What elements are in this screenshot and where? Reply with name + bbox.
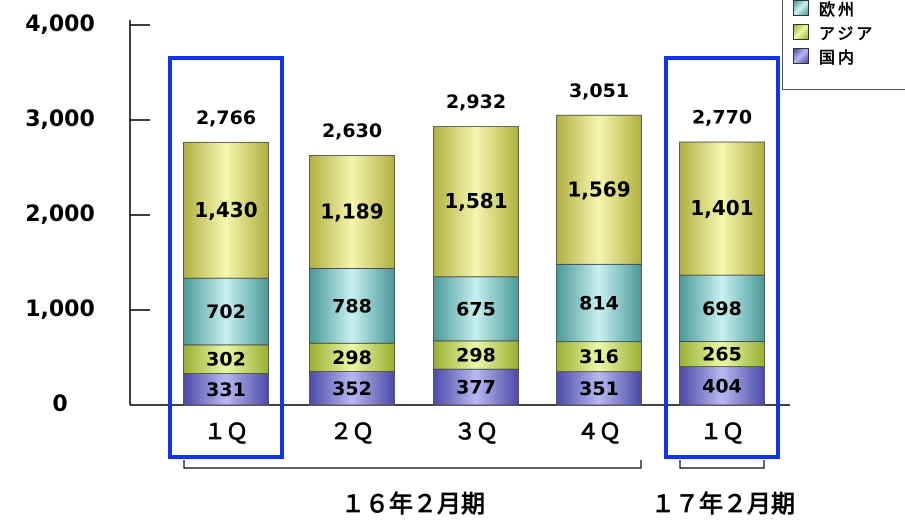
legend-swatch-domestic — [793, 48, 809, 64]
legend-label-asia: アジア — [819, 24, 876, 43]
bar-segment — [556, 371, 642, 406]
bar-segment — [679, 141, 765, 276]
data-label: 788 — [332, 295, 372, 317]
y-tick-label: 3,000 — [25, 107, 95, 132]
bar-segment — [556, 341, 642, 373]
data-label: 265 — [702, 344, 742, 366]
bar-segment — [679, 341, 765, 368]
legend-item-domestic: 国内 — [793, 45, 857, 67]
data-label: 814 — [579, 292, 619, 314]
data-label: 1,189 — [320, 199, 383, 223]
period-label: １６年２月期 — [341, 490, 485, 518]
total-label: 2,766 — [196, 107, 256, 129]
bar-segment — [183, 277, 269, 346]
data-label: 302 — [206, 349, 246, 371]
data-label: 298 — [456, 345, 496, 367]
highlight-box — [168, 56, 284, 459]
data-label: 675 — [456, 298, 496, 320]
period-label: １７年２月期 — [651, 490, 795, 518]
data-label: 404 — [702, 375, 742, 397]
bar-segment — [556, 263, 642, 343]
bar-segment — [679, 366, 765, 406]
y-tick-label: 1,000 — [25, 297, 95, 322]
legend-label-europe: 欧州 — [819, 0, 858, 19]
bar-segment — [679, 274, 765, 342]
data-label: 1,401 — [690, 196, 753, 220]
x-tick-label: ３Ｑ — [454, 420, 498, 445]
bar-segment — [433, 276, 519, 342]
total-label: 2,630 — [322, 120, 382, 142]
data-label: 377 — [456, 377, 496, 399]
bar-segment — [309, 155, 395, 269]
period-bracket — [679, 460, 765, 469]
x-tick-label: １Ｑ — [700, 420, 744, 445]
bar-segment — [309, 371, 395, 406]
data-label: 1,569 — [567, 177, 630, 201]
data-label: 698 — [702, 298, 742, 320]
highlight-box — [664, 56, 780, 459]
legend-swatch-europe — [793, 0, 809, 16]
data-label: 331 — [206, 379, 246, 401]
total-label: 2,932 — [446, 91, 506, 113]
data-label: 298 — [332, 347, 372, 369]
chart-legend: 欧州 アジア 国内 — [782, 0, 905, 90]
x-tick-label: ２Ｑ — [330, 420, 374, 445]
data-label: 352 — [332, 378, 372, 400]
data-label: 1,581 — [444, 189, 507, 213]
bar-segment — [183, 141, 269, 279]
y-tick-label: 4,000 — [25, 12, 95, 37]
legend-swatch-asia — [793, 24, 809, 40]
legend-item-asia: アジア — [793, 21, 875, 43]
legend-label-domestic: 国内 — [819, 48, 858, 67]
bar-segment — [433, 126, 519, 278]
bar-segment — [183, 373, 269, 406]
bar-segment — [556, 114, 642, 265]
total-label: 2,770 — [692, 107, 752, 129]
bar-segment — [183, 344, 269, 374]
bar-segment — [433, 340, 519, 370]
total-label: 3,051 — [569, 80, 629, 102]
bar-segment — [309, 342, 395, 372]
y-tick-label: 2,000 — [25, 202, 95, 227]
data-label: 316 — [579, 346, 619, 368]
x-tick-label: ４Ｑ — [577, 420, 621, 445]
bar-segment — [309, 267, 395, 344]
data-label: 702 — [206, 301, 246, 323]
legend-item-europe: 欧州 — [793, 0, 857, 19]
period-bracket — [183, 460, 642, 469]
y-tick-label: 0 — [52, 392, 67, 417]
data-label: 351 — [579, 378, 619, 400]
data-label: 1,430 — [194, 198, 257, 222]
x-tick-label: １Ｑ — [204, 420, 248, 445]
